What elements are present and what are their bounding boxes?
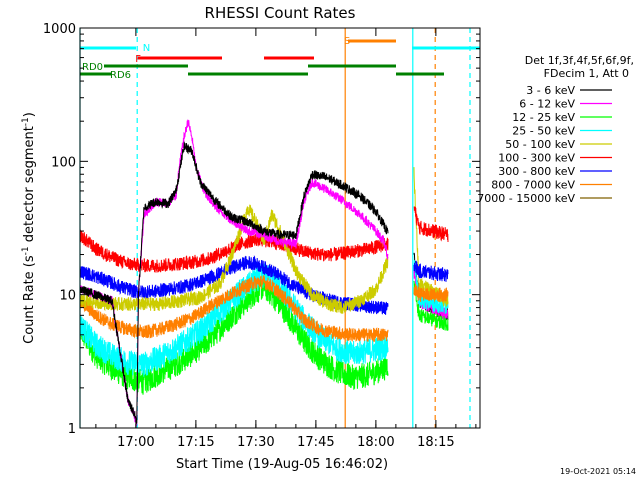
legend-header-line-1: Det 1f,3f,4f,5f,6f,9f, bbox=[525, 54, 634, 67]
y-tick-label-4: 1000 bbox=[43, 22, 76, 37]
legend-label-9: 7000 - 15000 keV bbox=[477, 192, 575, 205]
series-trace-50-100keV bbox=[79, 204, 389, 314]
legend-label-8: 800 - 7000 keV bbox=[491, 179, 575, 192]
x-tick-label-5: 18:00 bbox=[357, 435, 394, 450]
legend-header-line-2: FDecim 1, Att 0 bbox=[544, 67, 629, 80]
x-tick-label-4: 17:45 bbox=[297, 435, 334, 450]
segment2-trace-25-50keV bbox=[413, 260, 449, 314]
legend-label-2: 6 - 12 keV bbox=[519, 98, 575, 111]
x-tick-label-1: 17:00 bbox=[117, 435, 154, 450]
y-tick-label-2: 10 bbox=[59, 289, 76, 304]
footer-date: 19-Oct-2021 05:14 bbox=[560, 467, 636, 476]
legend-label-3: 12 - 25 keV bbox=[512, 111, 575, 124]
series-trace-3-6keV bbox=[79, 141, 389, 424]
series-trace-800-7000keV bbox=[79, 275, 389, 343]
legend-label-7: 300 - 800 keV bbox=[498, 165, 575, 178]
x-axis: 17:00 17:15 17:30 17:45 18:00 18:15 bbox=[95, 28, 477, 450]
x-axis-label: Start Time (19-Aug-05 16:46:02) bbox=[176, 457, 388, 472]
series-trace-300-800keV bbox=[79, 255, 389, 315]
segment2-trace-100-300keV bbox=[413, 206, 449, 243]
flag-label-f: F bbox=[135, 54, 141, 65]
legend-label-1: 3 - 6 keV bbox=[526, 84, 575, 97]
legend-label-6: 100 - 300 keV bbox=[498, 152, 575, 165]
y-axis: 1 10 100 1000 bbox=[43, 22, 480, 437]
y-tick-label-3: 100 bbox=[51, 155, 76, 170]
flag-label-rd0: RD0 bbox=[82, 62, 103, 73]
flag-label-n: N bbox=[143, 43, 150, 54]
plot-area: NF S RD0 RD6 bbox=[79, 28, 480, 428]
segment2-trace-300-800keV bbox=[413, 260, 449, 282]
segment2-trace-12-25keV bbox=[413, 280, 449, 331]
legend-label-5: 50 - 100 keV bbox=[505, 138, 575, 151]
chart-title: RHESSI Count Rates bbox=[205, 4, 356, 22]
series-trace-25-50keV bbox=[79, 263, 389, 377]
x-tick-label-6: 18:15 bbox=[417, 435, 454, 450]
legend: Det 1f,3f,4f,5f,6f,9f, FDecim 1, Att 0 3… bbox=[477, 54, 634, 205]
segment2-trace-800-7000keV bbox=[413, 283, 449, 302]
flag-label-s: S bbox=[344, 36, 350, 47]
plot-frame bbox=[79, 27, 481, 429]
y-axis-label: Count Rate (s-1 detector segment-1) bbox=[21, 112, 37, 344]
flag-label-rd6: RD6 bbox=[110, 70, 131, 81]
legend-label-4: 25 - 50 keV bbox=[512, 125, 575, 138]
x-tick-label-3: 17:30 bbox=[237, 435, 274, 450]
y-tick-label-1: 1 bbox=[68, 422, 76, 437]
series-trace-12-25keV bbox=[79, 275, 389, 395]
x-tick-label-2: 17:15 bbox=[177, 435, 214, 450]
